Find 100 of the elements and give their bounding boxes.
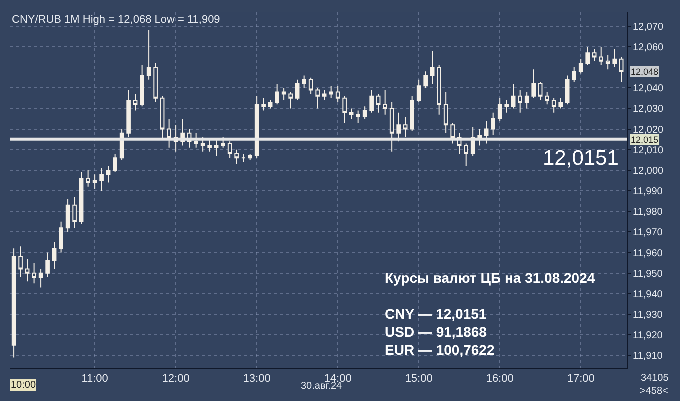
candlestick	[308, 77, 314, 95]
candlestick	[167, 118, 172, 148]
candlestick	[282, 88, 286, 101]
candlestick	[113, 153, 118, 174]
candlestick	[248, 153, 252, 161]
candlestick	[545, 92, 550, 106]
candlestick	[133, 94, 138, 112]
candlestick	[498, 98, 502, 122]
y-tick-label: 12,060	[633, 42, 664, 54]
candlestick	[100, 168, 104, 192]
candlestick	[295, 79, 300, 101]
x-tick-label: 13:00	[243, 373, 271, 386]
candlestick	[262, 98, 266, 112]
candlestick	[154, 62, 158, 104]
candlestick	[46, 252, 50, 278]
candlestick	[424, 71, 428, 89]
candlestick	[491, 112, 496, 136]
candlestick	[376, 94, 381, 114]
candlestick	[200, 137, 206, 152]
candlestick	[511, 84, 516, 110]
candlestick	[410, 96, 414, 132]
candlestick	[349, 108, 354, 120]
y-tick-label: 11,980	[633, 207, 664, 218]
candlestick	[586, 46, 590, 66]
annotation: USD — 91,1868	[385, 324, 488, 340]
candlestick	[619, 56, 624, 82]
text: 10:00	[11, 380, 36, 391]
y-tick-label: 12,040	[633, 84, 664, 95]
x-tick-label: 11:00	[82, 373, 108, 386]
candlestick	[214, 139, 219, 157]
y-tick-label: 12,030	[633, 104, 664, 116]
candlestick	[572, 67, 576, 82]
annotation: CNY — 12,0151	[385, 306, 487, 322]
candlestick	[565, 75, 570, 106]
candlestick	[86, 170, 90, 188]
candlestick	[538, 81, 543, 101]
candlestick	[416, 79, 422, 104]
candlestick	[336, 86, 340, 104]
candlestick	[92, 174, 98, 190]
candlestick	[370, 90, 374, 114]
candlestick	[578, 58, 584, 74]
y-tick-label: 11,930	[633, 310, 664, 321]
candlestick	[484, 120, 489, 144]
candlestick	[612, 48, 617, 68]
candlestick	[288, 92, 293, 110]
annotation: EUR — 100,7622	[385, 342, 495, 358]
y-tick-label: 11,990	[633, 186, 664, 198]
x-tick-label: 12:00	[162, 373, 190, 386]
y-tick-label: 12,000	[633, 166, 664, 177]
candlestick	[592, 48, 597, 62]
candlestick	[464, 143, 468, 167]
candlestick	[140, 65, 144, 108]
y-tick-label: 11,950	[633, 268, 664, 280]
candlestick	[241, 153, 246, 163]
ref-line-label: 12,0151	[543, 147, 619, 170]
candlestick	[146, 30, 152, 80]
candlestick	[558, 98, 563, 110]
candlestick	[362, 106, 368, 120]
candlestick	[18, 246, 23, 278]
candlestick	[66, 198, 70, 233]
y-tick-label: 11,970	[633, 228, 664, 239]
y-tick-label: 11,940	[633, 289, 664, 300]
candlestick	[342, 96, 347, 124]
candlestick	[25, 258, 30, 282]
candlestick	[524, 92, 530, 110]
candlestick	[79, 172, 84, 224]
y-tick-label: 11,910	[633, 351, 664, 362]
annotation: Курсы валют ЦБ на 31.08.2024	[385, 270, 596, 286]
candlestick	[194, 132, 198, 148]
y-tick-label: 11,960	[633, 248, 664, 260]
candlestick	[383, 90, 388, 116]
candlestick	[32, 262, 36, 284]
candlestick	[437, 65, 442, 116]
candlestick	[160, 96, 165, 140]
candlestick	[322, 90, 327, 101]
candlestick	[356, 110, 360, 124]
candlestick	[254, 96, 260, 159]
x-tick-label: 16:00	[486, 373, 514, 386]
text: >458<	[640, 386, 669, 397]
candlestick	[72, 196, 77, 229]
candlestick	[126, 90, 131, 138]
y-tick-label: 12,070	[633, 22, 664, 33]
candlestick	[268, 100, 273, 110]
candlestick	[606, 54, 610, 70]
text: 12,015	[631, 135, 659, 145]
y-tick-label: 12,020	[633, 124, 664, 136]
candlestick	[38, 268, 44, 288]
candlestick	[316, 88, 320, 110]
candlestick	[403, 116, 408, 138]
candlestick	[221, 137, 226, 148]
candlestick	[532, 69, 536, 99]
text: 34105	[641, 373, 670, 384]
x-tick-label: 17:00	[567, 373, 595, 386]
candlestick	[390, 102, 394, 152]
candlestick	[12, 248, 16, 358]
candlestick	[228, 141, 232, 159]
candlestick	[52, 242, 57, 270]
x-tick-label: 15:00	[405, 373, 433, 386]
candlestick	[275, 84, 280, 106]
candlestick	[478, 128, 482, 146]
